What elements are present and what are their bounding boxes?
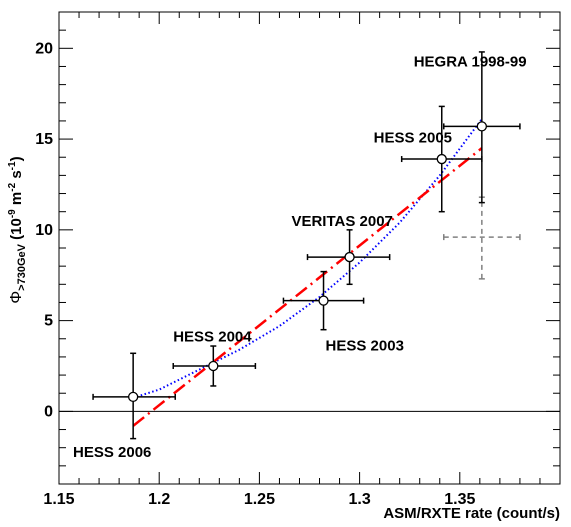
y-title-subscript: >730GeV (16, 243, 28, 290)
y-tick-label: 10 (35, 222, 53, 239)
point-label: HESS 2005 (374, 130, 452, 147)
x-tick-label: 1.35 (444, 491, 475, 508)
y-title-mid1: m (8, 192, 25, 210)
data-point (400, 105, 483, 213)
y-axis: 0 5 10 15 20 (35, 11, 560, 485)
y-title-close: ) (8, 156, 25, 161)
data-point (282, 270, 365, 331)
y-title-exp2: -2 (7, 182, 18, 191)
point-label: HESS 2003 (326, 338, 404, 355)
data-marker (127, 391, 139, 403)
x-axis-title: ASM/RXTE rate (count/s) (383, 505, 560, 522)
data-marker (436, 153, 447, 165)
plot-frame (58, 11, 561, 485)
data-marker (208, 360, 219, 372)
y-title-exp3: -1 (7, 161, 18, 170)
point-annotations: HESS 2006 HESS 2004 HESS 2003 VERITAS 2007 H… (73, 53, 527, 460)
y-axis-title: Φ>730GeV (10-9 m-2 s-1) (7, 156, 28, 303)
x-tick-label: 1.15 (43, 491, 74, 508)
data-point (443, 51, 521, 204)
x-axis: 1.15 1.2 1.25 1.3 1.35 (43, 12, 561, 508)
data-marker (318, 295, 329, 306)
data-point (172, 345, 257, 387)
y-tick-label: 20 (35, 40, 53, 57)
y-title-phi: Φ (8, 291, 25, 304)
point-label: HEGRA 1998-99 (414, 53, 527, 70)
data-points (92, 51, 521, 440)
y-tick-label: 15 (35, 131, 53, 148)
point-label: HESS 2004 (173, 328, 252, 345)
x-tick-label: 1.2 (148, 491, 170, 508)
point-label: HESS 2006 (73, 444, 151, 461)
data-point (92, 352, 176, 440)
data-point (306, 229, 391, 286)
y-title-open: (10 (8, 218, 25, 244)
x-tick-label: 1.25 (244, 491, 275, 508)
x-tick-label: 1.3 (348, 491, 370, 508)
y-title-mid2: s (8, 170, 25, 183)
y-tick-label: 5 (44, 313, 53, 330)
linear-fit-line (132, 147, 483, 427)
dashed-error-point (443, 196, 521, 280)
y-title-exp1: -9 (7, 209, 18, 218)
y-tick-label: 0 (44, 403, 53, 420)
data-marker (344, 251, 355, 263)
point-label: VERITAS 2007 (291, 213, 392, 230)
data-marker (476, 121, 487, 132)
